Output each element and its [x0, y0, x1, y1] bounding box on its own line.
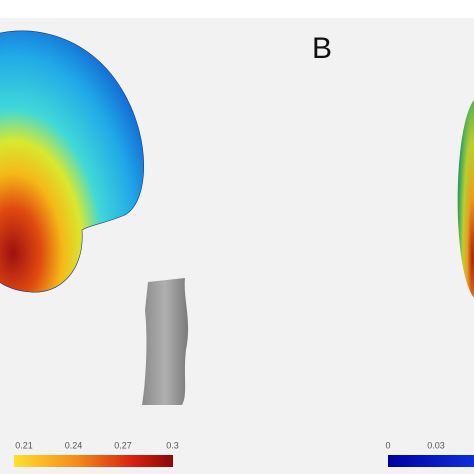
panel-label: B [312, 32, 332, 65]
brain-left [0, 30, 145, 293]
spinal-cord [142, 278, 189, 405]
colorbar-tick-label: 0.27 [114, 440, 132, 450]
colorbar-tick-label: 0 [385, 440, 390, 450]
colorbar-tick-label: 0.24 [65, 440, 83, 450]
colorbar-tick-label: 0.21 [15, 440, 33, 450]
colorbar [388, 455, 474, 467]
brain-right [457, 100, 474, 298]
colorbar-tick-label: 0.3 [166, 440, 179, 450]
colorbar-tick-label: 0.03 [427, 440, 445, 450]
colorbar-ticks: 0.21 0.24 0.27 0.3 0 0.03 [15, 440, 445, 450]
colorbar [14, 455, 173, 467]
